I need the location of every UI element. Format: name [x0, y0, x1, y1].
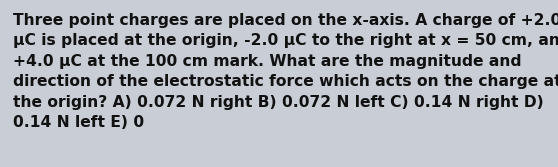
Text: Three point charges are placed on the x-axis. A charge of +2.0
μC is placed at t: Three point charges are placed on the x-…	[13, 13, 558, 130]
